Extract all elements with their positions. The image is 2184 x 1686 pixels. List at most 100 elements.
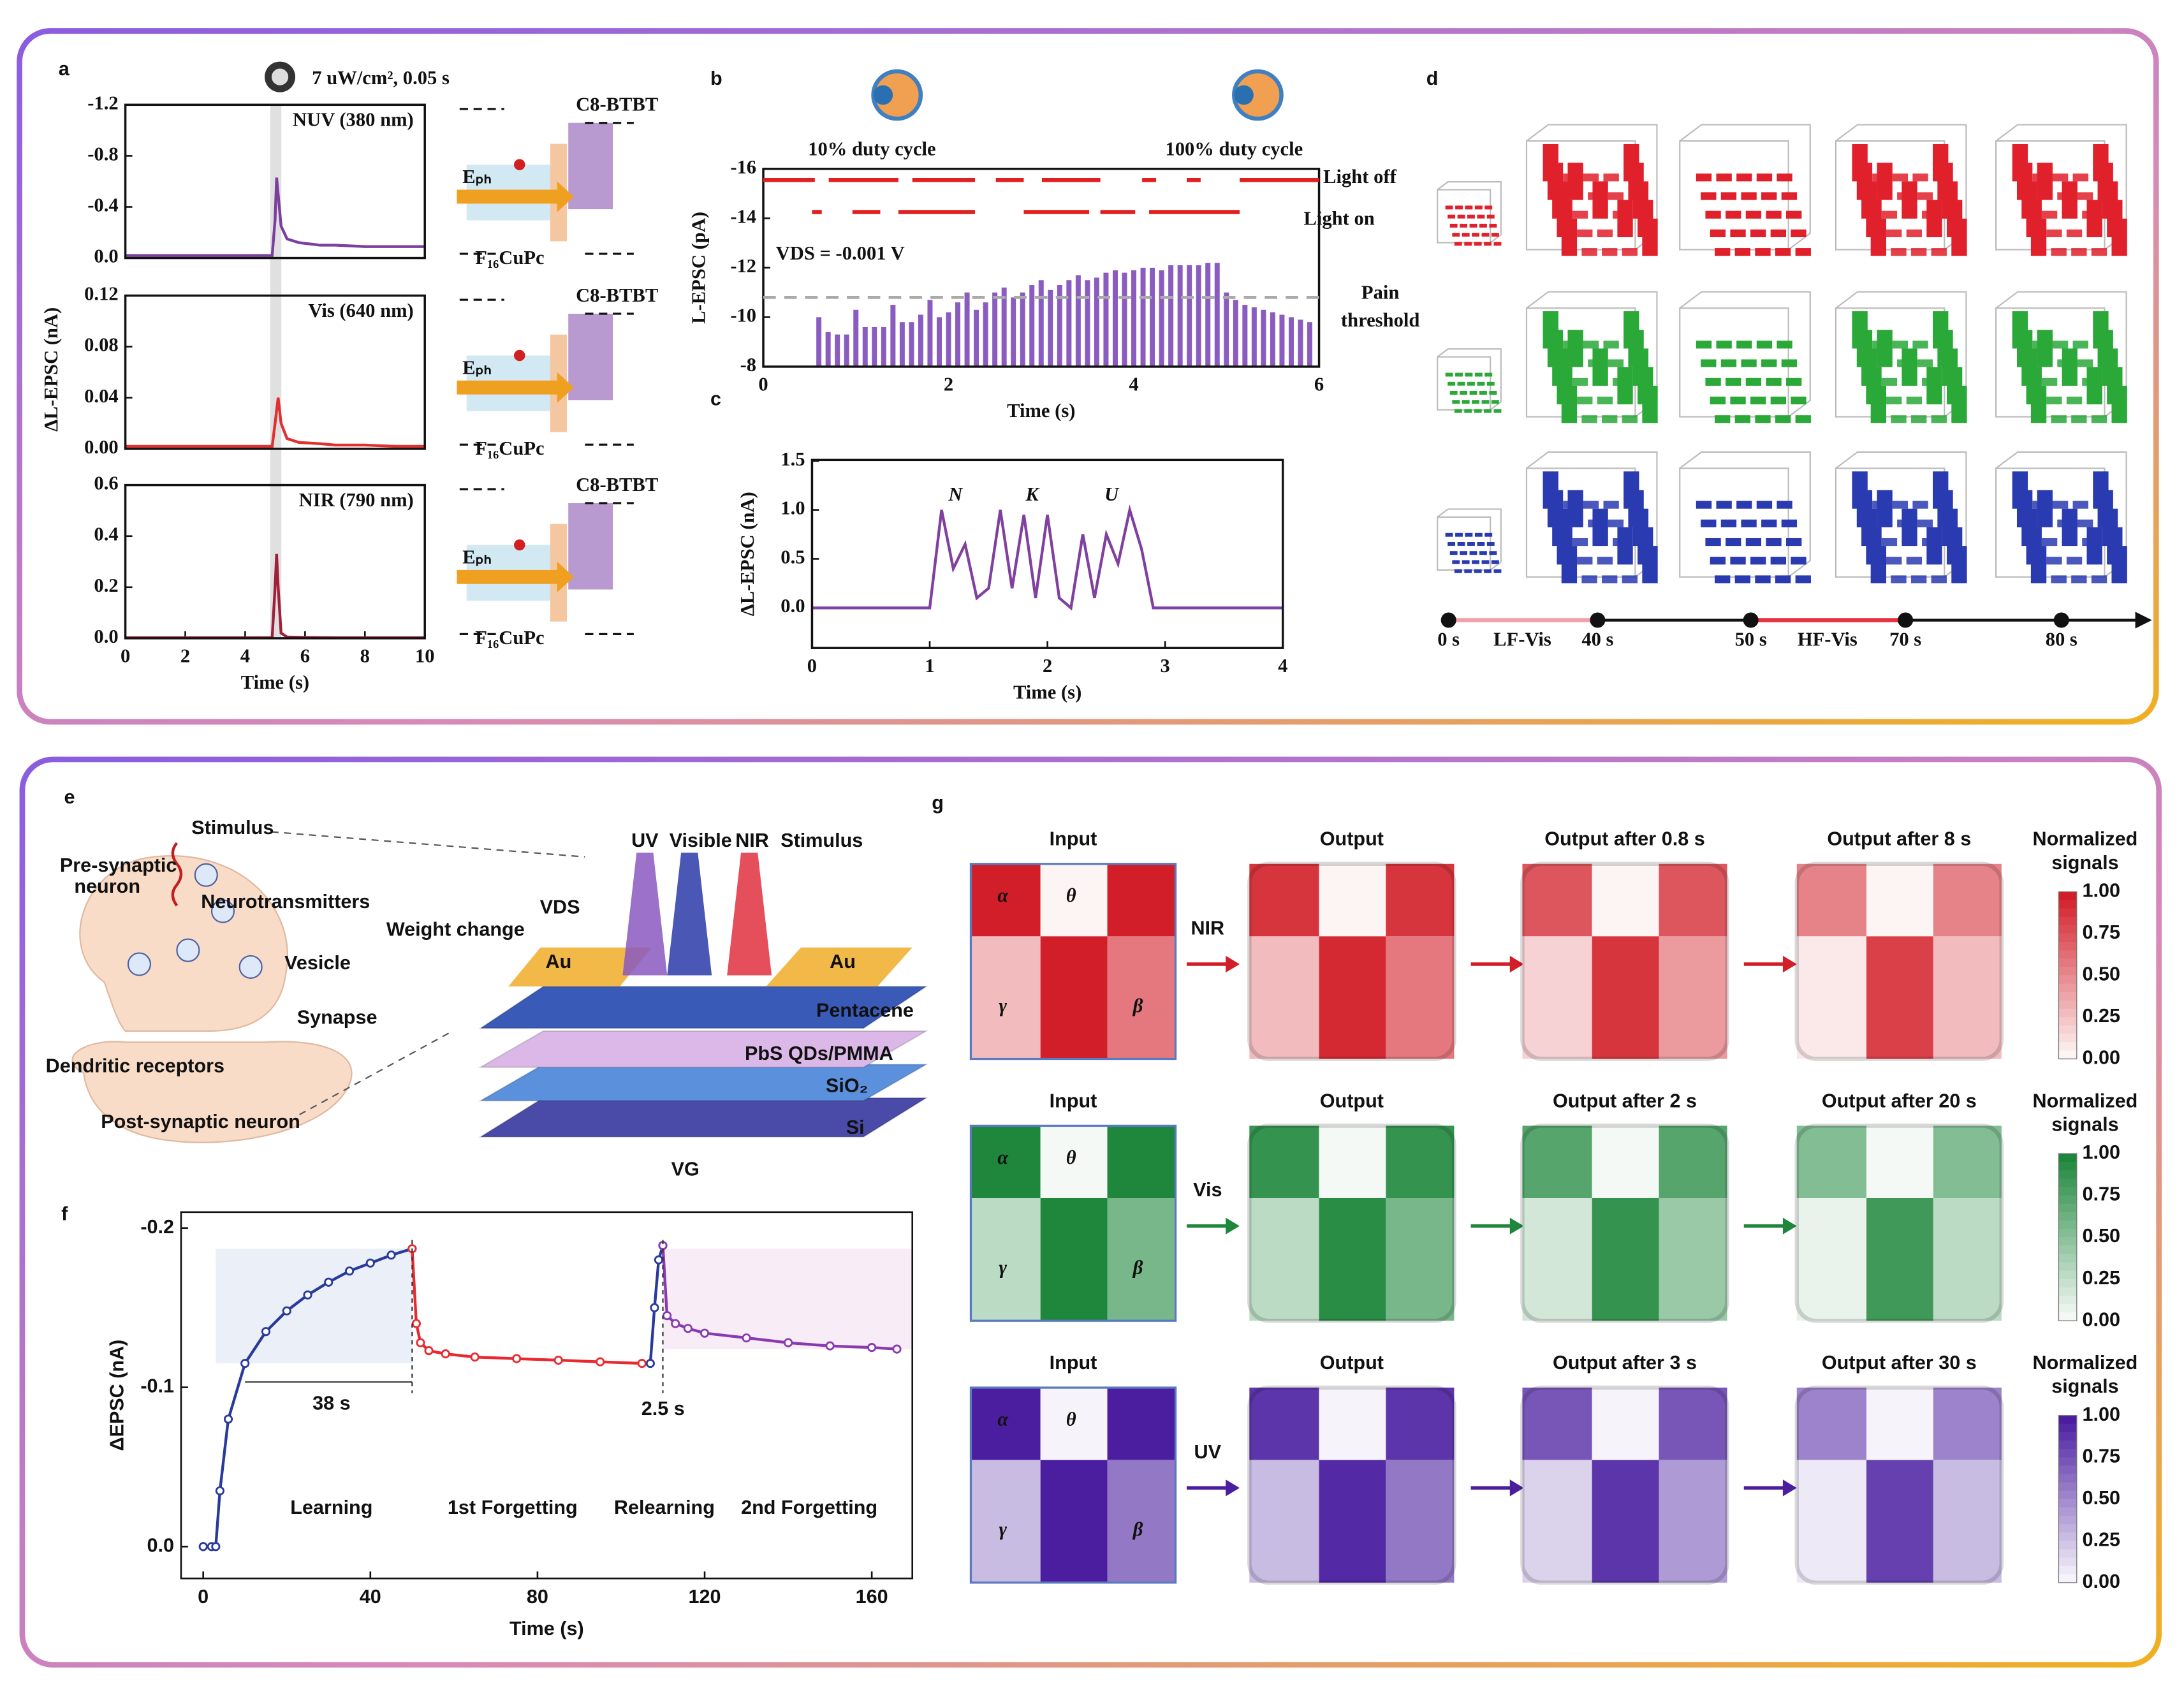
cube-bar	[1910, 415, 1927, 423]
cube-bar	[1481, 233, 1490, 237]
diagram-label: SiO₂	[826, 1074, 868, 1096]
cube-bar	[1710, 557, 1726, 565]
cube-bar	[1926, 367, 1942, 405]
heat-cell	[1866, 936, 1933, 1059]
cube-bar	[1741, 192, 1757, 200]
bar	[992, 292, 998, 367]
cube-bar	[1581, 415, 1597, 423]
bar	[1122, 272, 1127, 367]
bar	[974, 309, 979, 367]
y-tick-label: -14	[730, 205, 756, 227]
bar	[1187, 265, 1192, 367]
cube-bar	[1642, 218, 1658, 256]
light-icon	[271, 68, 289, 85]
cube-bar	[2046, 557, 2062, 565]
panel-frame	[17, 28, 2159, 725]
bar	[1020, 292, 1025, 367]
cube-bar	[1877, 163, 1893, 200]
grid-title: Output	[1320, 1090, 1384, 1111]
cube-bar	[1462, 233, 1470, 237]
y-tick-label: 0.04	[84, 385, 119, 407]
diagram-label: Pre-synaptic	[60, 854, 177, 876]
legend-label: Relearning	[614, 1497, 715, 1518]
heat-cell	[1933, 1388, 2002, 1460]
cube-bar	[1781, 359, 1798, 367]
cube-bar	[1892, 173, 1909, 182]
cube-bar	[1791, 557, 1807, 565]
heat-cell	[1522, 1198, 1592, 1321]
layer-pentacene	[478, 985, 929, 1029]
colorbar-title: Normalized	[2033, 1352, 2138, 1374]
flow-arrow	[1509, 955, 1524, 973]
field-arrow	[457, 372, 574, 403]
cube-bar	[1474, 409, 1482, 413]
diagram-label: Synapse	[297, 1006, 377, 1028]
bar	[1288, 317, 1294, 367]
bar	[853, 309, 859, 367]
cube-bar	[1457, 542, 1465, 546]
timeline-label: 70 s	[1889, 628, 1921, 650]
cube-bar	[1452, 560, 1460, 564]
point	[324, 1277, 333, 1287]
colorbar-step	[2058, 1042, 2077, 1052]
cube-bar	[1491, 400, 1499, 404]
cube-bar	[1951, 546, 1967, 583]
bar	[1131, 270, 1137, 367]
colorbar-step	[2058, 1432, 2077, 1442]
cube-bar	[1572, 378, 1588, 386]
bar	[1214, 263, 1220, 367]
point	[867, 1343, 877, 1352]
heat-cell	[1866, 1125, 1933, 1198]
bar	[1011, 297, 1016, 367]
cube-frame	[1679, 451, 1811, 578]
bar	[964, 292, 970, 367]
cube-bar	[1583, 341, 1599, 349]
cell-symbol: α	[997, 884, 1009, 906]
cell-symbol: α	[997, 1147, 1009, 1168]
timeline-dot	[1743, 612, 1759, 628]
colorbar-tick: 0.75	[2083, 1184, 2121, 1205]
cube-bar	[1734, 248, 1751, 256]
colorbar-step	[2058, 967, 2077, 976]
cube-bar	[1567, 330, 1583, 367]
colorbar-step	[2058, 1499, 2077, 1509]
cube-bar	[1777, 341, 1792, 349]
neuron	[71, 1041, 353, 1143]
cube-bar	[1931, 415, 1947, 423]
cube-bar	[1716, 341, 1732, 349]
diagram-label: Au	[546, 951, 572, 972]
cube-bar	[1881, 538, 1898, 546]
colorbar-step	[2058, 975, 2077, 985]
heat-cell	[1796, 1125, 1866, 1198]
colorbar-step	[2058, 992, 2077, 1001]
band-label: NIR	[1191, 918, 1224, 939]
y-tick-label: -0.8	[87, 143, 118, 165]
cube-bar	[1602, 575, 1618, 583]
colorbar-tick: 0.25	[2083, 1005, 2121, 1027]
cube-bar	[1902, 348, 1917, 386]
colorbar-step	[2058, 1415, 2077, 1425]
cube-bar	[2077, 359, 2093, 367]
heat-cell	[1659, 1388, 1727, 1460]
heat-cell	[971, 936, 1041, 1059]
plot-frame	[124, 294, 426, 450]
cube-frame	[1437, 348, 1502, 411]
cube-bar	[1603, 341, 1619, 349]
cube-bar	[1902, 181, 1917, 219]
heat-cell	[1319, 1460, 1386, 1583]
cube-bar	[2086, 367, 2102, 405]
annotation: VDS = -0.001 V	[776, 242, 905, 264]
band	[568, 503, 613, 590]
cell-symbol: β	[1132, 1518, 1143, 1540]
point	[671, 1319, 680, 1328]
cube-frame	[1437, 181, 1502, 244]
heat-cell	[1592, 863, 1659, 937]
cube-bar	[1481, 560, 1490, 564]
cube-bar	[1617, 200, 1633, 238]
cube-bar	[1464, 569, 1472, 573]
y-tick-label: -16	[730, 156, 756, 178]
cube-bar	[1720, 519, 1737, 527]
cube-bar	[1886, 557, 1902, 565]
cube-bar	[2052, 501, 2069, 509]
